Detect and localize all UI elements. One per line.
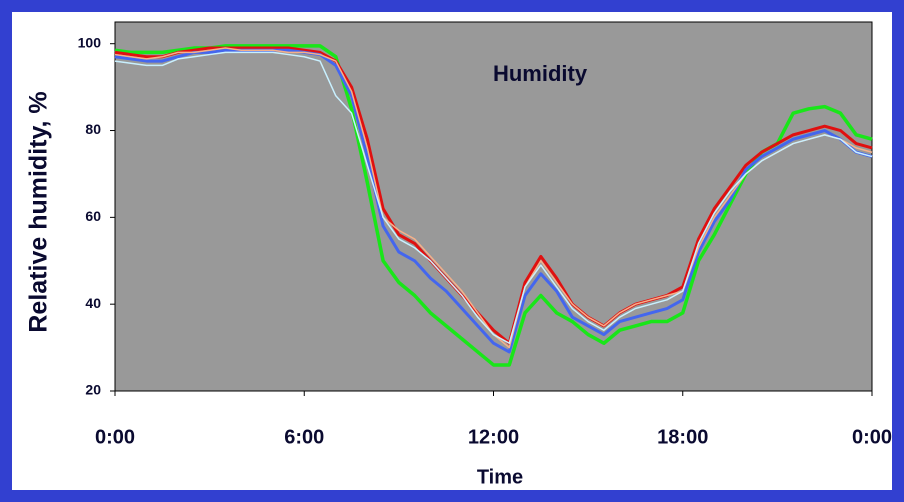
x-tick-label: 0:00: [852, 426, 892, 448]
x-tick-label: 18:00: [657, 426, 708, 448]
y-tick-label: 80: [85, 121, 101, 137]
y-tick-label: 60: [85, 208, 101, 224]
series-line: [114, 51, 873, 344]
chart-title: Humidity: [493, 61, 588, 86]
x-axis-title: Time: [477, 466, 523, 488]
series-line: [114, 46, 873, 345]
y-tick-label: 20: [85, 382, 101, 398]
y-axis-title: Relative humidity, %: [25, 91, 53, 332]
y-tick-label: 100: [78, 34, 102, 50]
y-tick-label: 40: [85, 295, 101, 311]
x-tick-label: 0:00: [95, 426, 135, 448]
x-tick-label: 12:00: [468, 426, 519, 448]
x-tick-label: 6:00: [284, 426, 324, 448]
